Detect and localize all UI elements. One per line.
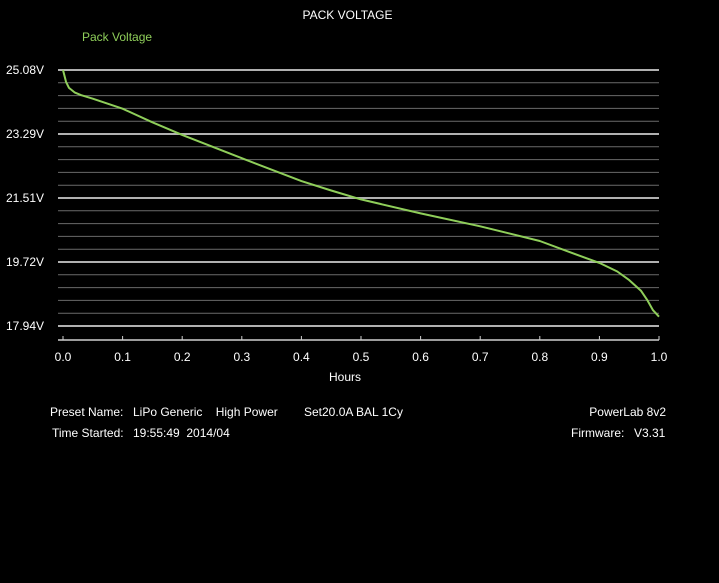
legend-entry-pack-voltage: Pack Voltage [82,30,153,44]
x-tick-label: 0.6 [412,350,429,364]
x-tick-label: 0.1 [114,350,131,364]
firmware-value: V3.31 [634,426,666,440]
y-tick-label: 17.94V [6,319,45,333]
firmware-label: Firmware: [571,426,625,440]
x-tick-label: 0.7 [471,350,489,364]
time-started-value: 19:55:49 2014/04 [133,426,230,440]
y-tick-label: 21.51V [6,191,45,205]
x-tick-label: 0.3 [233,350,251,364]
y-tick-label: 25.08V [6,63,45,77]
series-line-pack-voltage [62,69,660,318]
x-tick-label: 0.4 [293,350,310,364]
y-tick-label: 23.29V [6,127,45,142]
preset-name-value: LiPo Generic High Power [133,405,278,419]
device-name: PowerLab 8v2 [589,405,666,419]
x-tick-label: 0.2 [173,350,191,364]
preset-name-label: Preset Name: [50,405,124,419]
x-tick-label: 0.9 [591,350,608,364]
chart-title: PACK VOLTAGE [302,8,393,22]
time-started-label: Time Started: [52,426,124,440]
x-tick-label: 1.0 [650,350,668,364]
x-tick-label: 0.8 [531,350,549,364]
x-tick-label: 0.5 [352,350,370,364]
x-tick-label: 0.0 [54,350,72,364]
preset-settings: Set20.0A BAL 1Cy [304,405,403,419]
y-tick-label: 19.72V [6,255,45,270]
x-axis-title: Hours [328,370,361,384]
